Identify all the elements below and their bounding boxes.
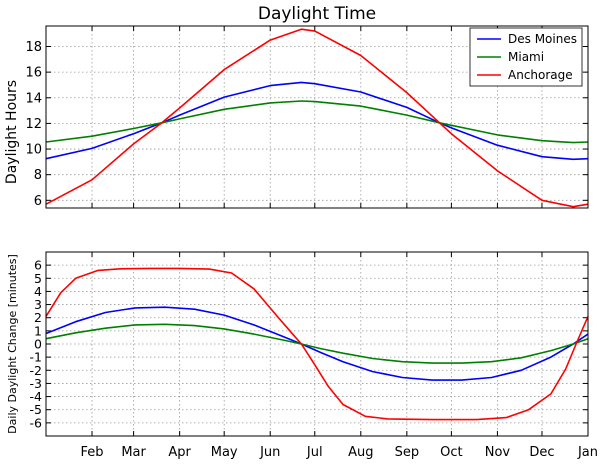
- x-tick-label-may: May: [211, 445, 238, 460]
- top-y-tick-label: 12: [25, 117, 42, 132]
- legend-label-des-moines: Des Moines: [508, 32, 577, 46]
- legend-label-miami: Miami: [508, 50, 544, 64]
- x-tick-label-apr: Apr: [168, 445, 191, 460]
- x-tick-label-sep: Sep: [395, 445, 420, 460]
- bottom-y-tick-label: 1: [34, 323, 42, 338]
- x-tick-label-dec: Dec: [529, 445, 554, 460]
- legend-label-anchorage: Anchorage: [508, 68, 573, 82]
- bottom-y-tick-label: -4: [30, 389, 43, 404]
- legend: Des Moines Miami Anchorage: [469, 27, 583, 87]
- bottom-series-miami: [45, 323, 589, 364]
- bottom-series-des-moines: [45, 306, 589, 381]
- x-tick-label-jan: Jan: [577, 445, 598, 460]
- bottom-y-tick-label: 5: [34, 271, 42, 286]
- bottom-y-tick-label: 6: [34, 258, 42, 273]
- bottom-series: [45, 267, 589, 421]
- bottom-series-anchorage: [45, 267, 589, 421]
- top-y-tick-label: 18: [25, 40, 42, 55]
- top-series-anchorage: [45, 28, 589, 208]
- x-tick-label-nov: Nov: [485, 445, 511, 460]
- top-y-axis-label: Daylight Hours: [4, 80, 20, 184]
- top-y-tick-label: 14: [25, 91, 42, 106]
- bottom-y-tick-label: -1: [30, 350, 42, 365]
- x-tick-label-jul: Jul: [306, 445, 323, 460]
- top-series: [45, 28, 589, 208]
- top-y-tick-label: 6: [34, 194, 42, 209]
- x-tick-label-feb: Feb: [81, 445, 104, 460]
- bottom-y-tick-label: 0: [34, 337, 42, 352]
- bottom-y-tick-label: -6: [30, 415, 43, 430]
- bottom-y-tick-label: 2: [34, 310, 42, 325]
- top-series-miami: [45, 100, 589, 144]
- bottom-y-tick-label: -2: [30, 363, 42, 378]
- daylight-hours-chart: 6 8 10 12 14 16 18 Daylight Time Daylight Hour…: [4, 4, 589, 209]
- x-tick-label-mar: Mar: [121, 445, 146, 460]
- x-tick-label-jun: Jun: [259, 445, 280, 460]
- chart-title: Daylight Time: [258, 4, 376, 24]
- x-tick-label-aug: Aug: [348, 445, 373, 460]
- top-series-des-moines: [45, 81, 589, 161]
- bottom-y-tick-label: 3: [34, 297, 42, 312]
- x-tick-label-oct: Oct: [440, 445, 462, 460]
- bottom-y-tick-label: -3: [30, 376, 42, 391]
- top-y-tick-label: 8: [34, 168, 42, 183]
- bottom-y-tick-label: 4: [34, 284, 42, 299]
- bottom-y-tick-label: -5: [30, 402, 42, 417]
- top-plot-frame: [45, 25, 589, 209]
- top-y-tick-label: 16: [25, 66, 42, 81]
- bottom-plot-frame: [45, 251, 589, 437]
- top-y-tick-label: 10: [25, 143, 42, 158]
- bottom-grid: [46, 252, 589, 436]
- bottom-y-axis-label: Daily Daylight Change [minutes]: [6, 254, 19, 434]
